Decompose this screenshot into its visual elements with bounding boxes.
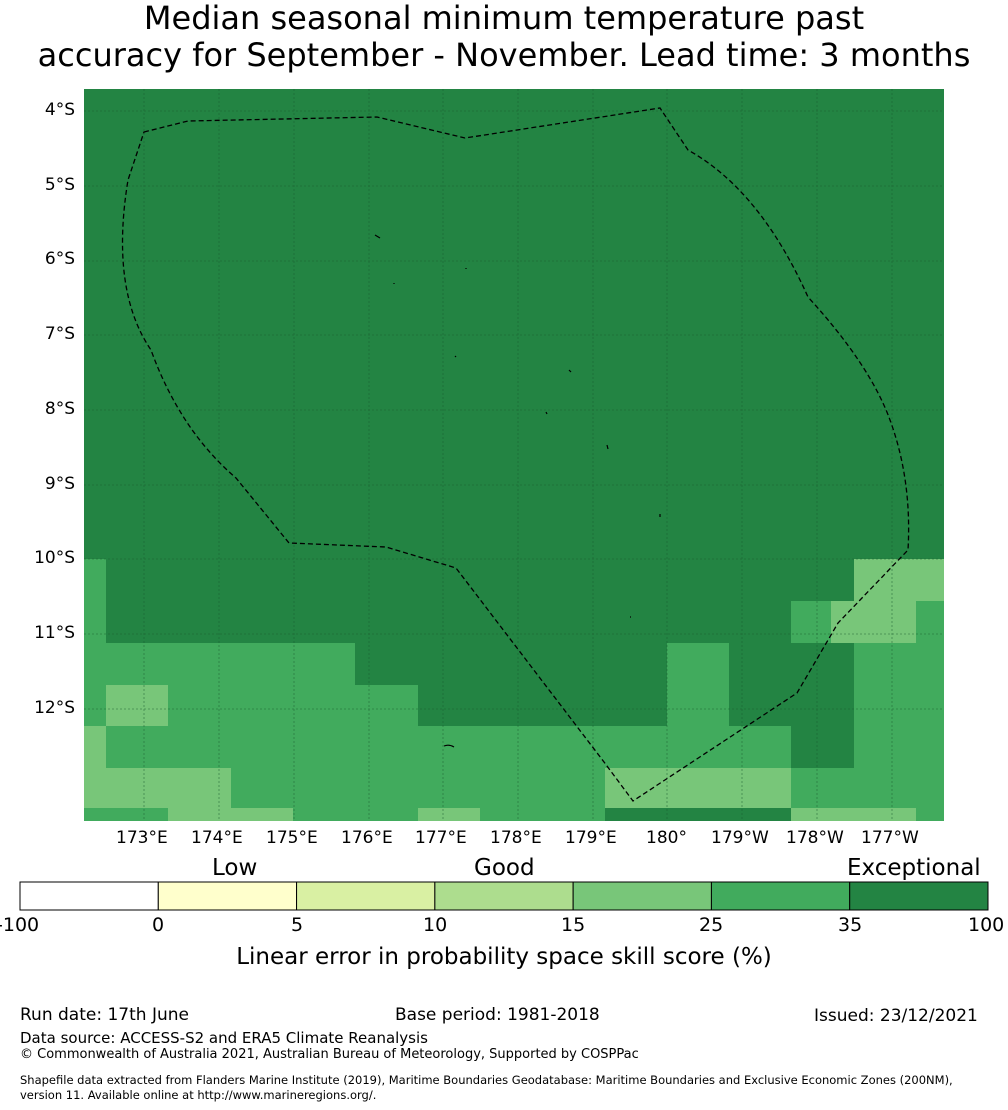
colorbar-title: Linear error in probability space skill …: [236, 944, 772, 970]
lat-label: 11°S: [34, 623, 75, 643]
lon-label: 179°W: [711, 828, 769, 848]
lon-label: 174°E: [191, 828, 243, 848]
colorbar-segment: [710, 881, 851, 911]
colorbar-tick: 15: [561, 914, 586, 936]
lon-label: 180°: [646, 828, 687, 848]
lon-label: 175°E: [266, 828, 318, 848]
colorbar-tick: 35: [838, 914, 863, 936]
colorbar: [19, 881, 989, 911]
lat-label: 5°S: [44, 175, 75, 195]
lon-label: 179°E: [565, 828, 617, 848]
colorbar-segment: [157, 881, 298, 911]
map-title-line-2: accuracy for September - November. Lead …: [37, 36, 971, 74]
colorbar-segment: [434, 881, 574, 911]
lon-label: 177°E: [415, 828, 467, 848]
lat-label: 12°S: [34, 698, 75, 718]
shapefile-credit-1: Shapefile data extracted from Flanders M…: [20, 1073, 953, 1087]
lon-label: 176°E: [341, 828, 393, 848]
skill-region-moderate: [84, 559, 944, 821]
lon-label: 178°W: [786, 828, 844, 848]
map-title-line-1: Median seasonal minimum temperature past: [143, 0, 865, 37]
colorbar-segment: [296, 881, 436, 911]
copyright: © Commonwealth of Australia 2021, Austra…: [20, 1047, 639, 1062]
lon-label: 177°W: [861, 828, 919, 848]
category-low: Low: [212, 855, 258, 881]
run-date: Run date: 17th June: [20, 1005, 189, 1025]
lat-label: 8°S: [44, 399, 75, 419]
shapefile-credit-2: version 11. Available online at http://w…: [20, 1088, 377, 1102]
colorbar-tick: 100: [968, 914, 1005, 936]
lat-label: 4°S: [44, 100, 75, 120]
lat-label: 9°S: [44, 474, 75, 494]
colorbar-tick: 5: [291, 914, 304, 936]
lat-label: 6°S: [44, 249, 75, 269]
colorbar-segment: [19, 881, 159, 911]
category-exceptional: Exceptional: [847, 855, 981, 881]
colorbar-segment: [572, 881, 712, 911]
lon-label: 173°E: [116, 828, 168, 848]
colorbar-tick: -100: [0, 914, 40, 936]
issued-date: Issued: 23/12/2021: [814, 1006, 978, 1026]
category-good: Good: [474, 855, 535, 881]
eez-boundary: [121, 107, 910, 802]
base-period: Base period: 1981-2018: [395, 1005, 600, 1025]
colorbar-segment: [849, 881, 989, 911]
lat-label: 10°S: [34, 548, 75, 568]
islands: [374, 234, 661, 748]
map-gridlines: [84, 89, 944, 821]
colorbar-tick: 10: [423, 914, 448, 936]
lon-label: 178°E: [490, 828, 542, 848]
data-source: Data source: ACCESS-S2 and ERA5 Climate …: [20, 1029, 428, 1047]
colorbar-tick: 25: [699, 914, 724, 936]
colorbar-tick: 0: [152, 914, 165, 936]
lat-label: 7°S: [44, 324, 75, 344]
